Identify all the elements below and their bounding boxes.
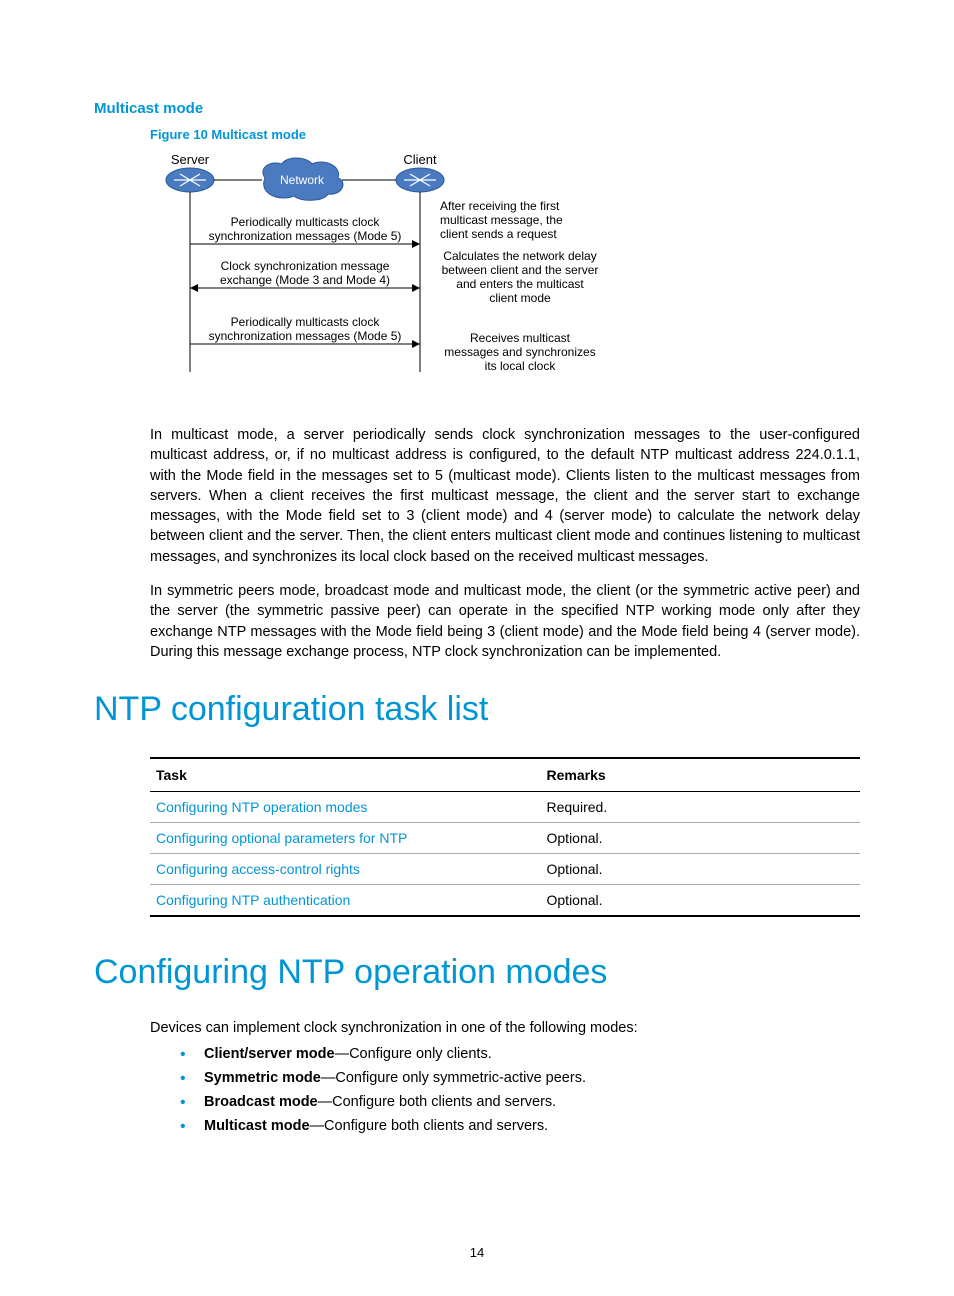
opmodes-intro: Devices can implement clock synchronizat… — [150, 1020, 860, 1036]
section-heading: Multicast mode — [94, 100, 860, 117]
list-item: Symmetric mode—Configure only symmetric-… — [180, 1070, 860, 1086]
mode-desc: —Configure only symmetric-active peers. — [321, 1070, 586, 1086]
table-row: Configuring access-control rights Option… — [150, 854, 860, 885]
mode-desc: —Configure both clients and servers. — [310, 1118, 549, 1134]
task-table: Task Remarks Configuring NTP operation m… — [150, 757, 860, 917]
task-remark: Optional. — [541, 823, 861, 854]
table-col-remarks: Remarks — [541, 758, 861, 792]
task-link[interactable]: Configuring NTP operation modes — [156, 799, 367, 815]
arrow1-text1: Periodically multicasts clock — [231, 215, 381, 229]
mode-desc: —Configure both clients and servers. — [318, 1094, 557, 1110]
client-label: Client — [403, 152, 437, 167]
arrow1-text2: synchronization messages (Mode 5) — [209, 229, 402, 243]
diagram: Server Client Network Periodically multi… — [150, 150, 860, 395]
side2-l1: Calculates the network delay — [443, 249, 596, 263]
task-remark: Optional. — [541, 854, 861, 885]
side3-l1: Receives multicast — [470, 331, 571, 345]
list-item: Broadcast mode—Configure both clients an… — [180, 1094, 860, 1110]
page-number: 14 — [0, 1245, 954, 1260]
task-remark: Optional. — [541, 885, 861, 917]
side1-l3: client sends a request — [440, 227, 557, 241]
server-label: Server — [171, 152, 210, 167]
side1-l2: multicast message, the — [440, 213, 563, 227]
opmodes-heading: Configuring NTP operation modes — [94, 953, 860, 992]
side2-l3: and enters the multicast — [456, 277, 584, 291]
mode-desc: —Configure only clients. — [335, 1046, 492, 1062]
task-link[interactable]: Configuring optional parameters for NTP — [156, 830, 407, 846]
network-label: Network — [280, 173, 325, 187]
side3-l2: messages and synchronizes — [444, 345, 595, 359]
mode-name: Multicast mode — [204, 1118, 310, 1134]
table-col-task: Task — [150, 758, 541, 792]
arrow3-text2: synchronization messages (Mode 5) — [209, 329, 402, 343]
task-link[interactable]: Configuring NTP authentication — [156, 892, 350, 908]
mode-name: Broadcast mode — [204, 1094, 318, 1110]
list-item: Multicast mode—Configure both clients an… — [180, 1118, 860, 1134]
list-item: Client/server mode—Configure only client… — [180, 1046, 860, 1062]
arrow2-text1: Clock synchronization message — [221, 259, 390, 273]
side1-l1: After receiving the first — [440, 199, 560, 213]
table-row: Configuring NTP operation modes Required… — [150, 792, 860, 823]
tasklist-heading: NTP configuration task list — [94, 690, 860, 729]
task-link[interactable]: Configuring access-control rights — [156, 861, 360, 877]
side2-l4: client mode — [489, 291, 551, 305]
figure-caption: Figure 10 Multicast mode — [150, 127, 860, 142]
arrow3-text1: Periodically multicasts clock — [231, 315, 381, 329]
mode-name: Client/server mode — [204, 1046, 335, 1062]
paragraph-1: In multicast mode, a server periodically… — [150, 425, 860, 567]
mode-name: Symmetric mode — [204, 1070, 321, 1086]
side2-l2: between client and the server — [442, 263, 599, 277]
side3-l3: its local clock — [485, 359, 557, 373]
arrow2-text2: exchange (Mode 3 and Mode 4) — [220, 273, 390, 287]
paragraph-2: In symmetric peers mode, broadcast mode … — [150, 581, 860, 662]
task-remark: Required. — [541, 792, 861, 823]
modes-list: Client/server mode—Configure only client… — [180, 1046, 860, 1134]
table-row: Configuring optional parameters for NTP … — [150, 823, 860, 854]
table-row: Configuring NTP authentication Optional. — [150, 885, 860, 917]
